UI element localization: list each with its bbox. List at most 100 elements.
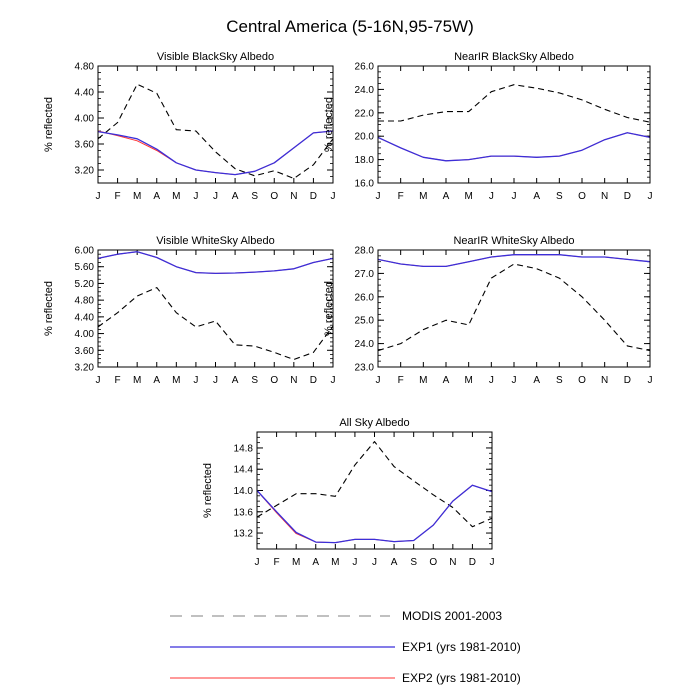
plot-frame — [377, 65, 651, 184]
x-tick-label: F — [398, 375, 404, 386]
x-tick-label: J — [372, 557, 377, 568]
x-tick-label: S — [251, 191, 258, 202]
x-tick-label: J — [331, 191, 336, 202]
legend-label-modis: MODIS 2001-2003 — [402, 609, 502, 623]
x-tick-label: J — [193, 191, 198, 202]
figure-legend: MODIS 2001-2003 EXP1 (yrs 1981-2010) EXP… — [170, 609, 521, 685]
x-tick-label: J — [376, 375, 381, 386]
y-tick-label: 5.20 — [75, 279, 95, 290]
x-tick-label: N — [449, 557, 456, 568]
x-tick-label: J — [96, 191, 101, 202]
x-tick-label: O — [429, 557, 437, 568]
x-tick-label: D — [310, 191, 317, 202]
x-tick-label: J — [213, 375, 218, 386]
y-tick-label: 14.8 — [234, 443, 254, 454]
x-tick-label: N — [290, 191, 297, 202]
legend-label-exp1: EXP1 (yrs 1981-2010) — [402, 640, 521, 654]
y-tick-label: 24.0 — [355, 339, 375, 350]
y-tick-label: 26.0 — [355, 292, 375, 303]
x-tick-label: J — [255, 557, 260, 568]
x-tick-label: D — [624, 375, 631, 386]
x-tick-label: N — [290, 375, 297, 386]
y-tick-label: 4.40 — [75, 88, 95, 99]
series-line-modis — [97, 83, 334, 180]
y-tick-label: 14.0 — [234, 486, 254, 497]
x-tick-label: J — [648, 191, 653, 202]
y-axis-label: % reflected — [43, 97, 55, 152]
x-tick-label: J — [489, 191, 494, 202]
x-tick-label: M — [172, 375, 180, 386]
x-tick-label: O — [578, 191, 586, 202]
y-tick-label: 3.60 — [75, 140, 95, 151]
x-tick-label: M — [133, 191, 141, 202]
y-tick-label: 18.0 — [355, 155, 375, 166]
y-tick-label: 3.60 — [75, 346, 95, 357]
x-tick-label: J — [376, 191, 381, 202]
figure-title: Central America (5-16N,95-75W) — [226, 17, 474, 36]
panel-title: NearIR BlackSky Albedo — [454, 51, 574, 63]
series-line-modis — [378, 84, 651, 123]
x-tick-label: J — [193, 375, 198, 386]
y-tick-label: 28.0 — [355, 246, 375, 257]
y-tick-label: 3.20 — [75, 166, 95, 177]
x-tick-label: N — [601, 375, 608, 386]
x-tick-label: M — [172, 191, 180, 202]
x-tick-label: J — [489, 375, 494, 386]
y-tick-label: 5.60 — [75, 262, 95, 273]
y-tick-label: 25.0 — [355, 316, 375, 327]
y-axis-label: % reflected — [43, 281, 55, 336]
y-tick-label: 3.20 — [75, 363, 95, 374]
series-line-exp2 — [377, 254, 651, 267]
y-tick-label: 24.0 — [355, 85, 375, 96]
x-tick-label: A — [443, 375, 450, 386]
y-tick-label: 22.0 — [355, 108, 375, 119]
x-tick-label: A — [153, 375, 160, 386]
x-tick-label: M — [133, 375, 141, 386]
plot-frame — [97, 249, 334, 368]
x-tick-label: N — [601, 191, 608, 202]
x-tick-label: A — [533, 375, 540, 386]
series-line-exp1 — [256, 484, 493, 544]
panel-title: Visible WhiteSky Albedo — [156, 235, 274, 247]
y-tick-label: 13.6 — [234, 507, 254, 518]
x-tick-label: M — [464, 191, 472, 202]
x-tick-label: J — [648, 375, 653, 386]
x-tick-label: J — [96, 375, 101, 386]
x-tick-label: S — [556, 375, 563, 386]
chart-panels: Visible BlackSky Albedo % reflected J F M A M J… — [43, 51, 653, 568]
x-tick-label: F — [115, 375, 121, 386]
y-tick-label: 13.2 — [234, 529, 254, 540]
y-tick-label: 14.4 — [234, 465, 254, 476]
x-tick-label: A — [443, 191, 450, 202]
y-axis-label: % reflected — [323, 97, 335, 152]
y-tick-label: 4.40 — [75, 312, 95, 323]
legend-entry-modis: MODIS 2001-2003 — [170, 609, 502, 623]
legend-label-exp2: EXP2 (yrs 1981-2010) — [402, 671, 521, 685]
panel-title: All Sky Albedo — [339, 417, 409, 429]
y-tick-label: 16.0 — [355, 179, 375, 190]
series-line-exp1 — [377, 132, 651, 162]
x-tick-label: J — [490, 557, 495, 568]
series-line-exp2 — [256, 484, 493, 544]
x-tick-label: M — [419, 375, 427, 386]
y-axis-label: % reflected — [202, 463, 214, 518]
x-tick-label: D — [624, 191, 631, 202]
x-tick-label: A — [232, 375, 239, 386]
x-tick-label: O — [270, 191, 278, 202]
y-tick-label: 4.00 — [75, 329, 95, 340]
x-tick-label: J — [512, 375, 517, 386]
x-tick-label: J — [213, 191, 218, 202]
x-tick-label: A — [153, 191, 160, 202]
series-line-exp1 — [97, 251, 334, 275]
y-tick-label: 4.00 — [75, 114, 95, 125]
x-tick-label: F — [274, 557, 280, 568]
plot-frame — [97, 65, 334, 184]
y-tick-label: 4.80 — [75, 296, 95, 307]
legend-entry-exp1: EXP1 (yrs 1981-2010) — [170, 640, 521, 654]
x-tick-label: D — [469, 557, 476, 568]
chart-panel-5: All Sky Albedo % reflected J F M A M J J A S O N D J 13… — [202, 417, 495, 568]
series-line-modis — [97, 287, 334, 361]
plot-frame — [377, 249, 651, 368]
x-tick-label: F — [115, 191, 121, 202]
series-line-modis — [377, 263, 651, 352]
